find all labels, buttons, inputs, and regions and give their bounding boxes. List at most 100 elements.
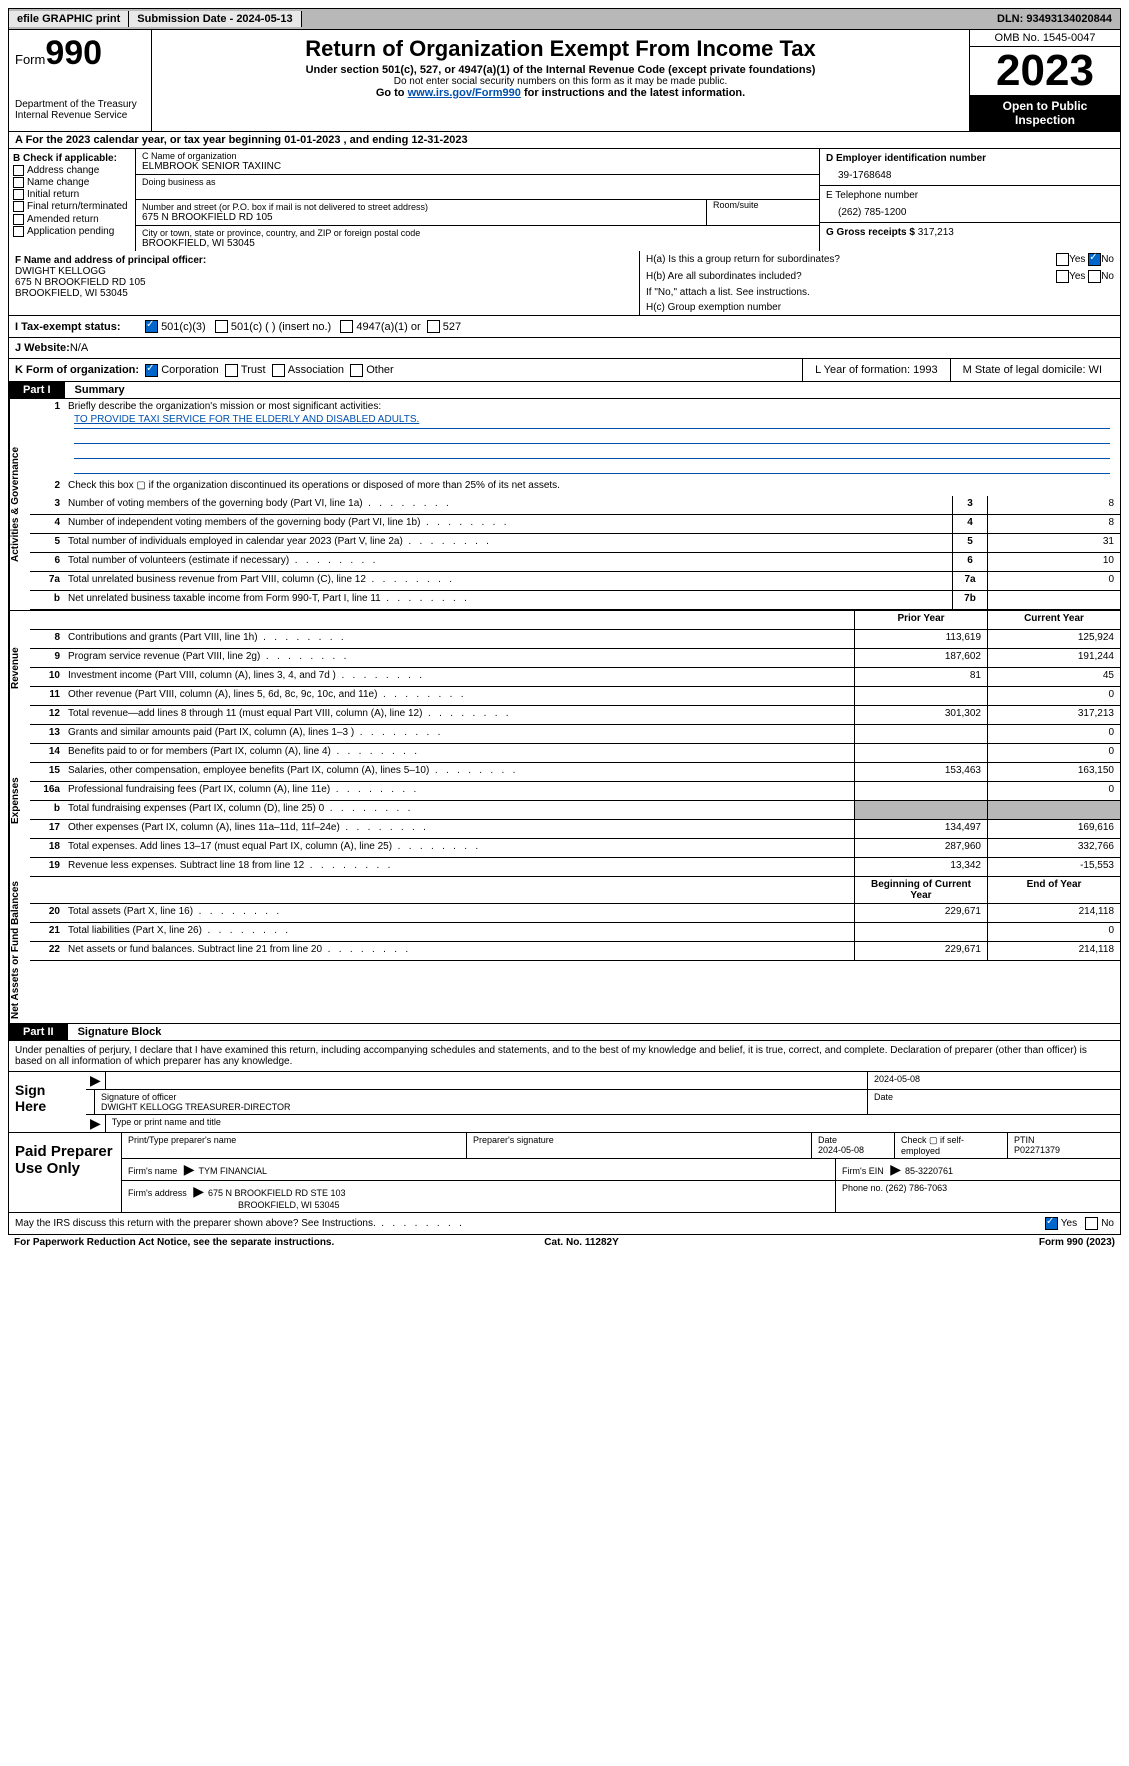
part2-header: Part II Signature Block (8, 1024, 1121, 1041)
row-k-form-of-org: K Form of organization: Corporation Trus… (8, 359, 1121, 382)
goto-post: for instructions and the latest informat… (521, 87, 745, 99)
paid-preparer-label: Paid Preparer Use Only (9, 1133, 121, 1212)
sig-officer-label: Signature of officer (101, 1092, 861, 1102)
header-right-box: OMB No. 1545-0047 2023 Open to Public In… (969, 30, 1120, 131)
table-row: 12Total revenue—add lines 8 through 11 (… (30, 706, 1120, 725)
gross-receipts-label: G Gross receipts $ (826, 227, 918, 238)
discuss-yes[interactable] (1045, 1217, 1058, 1230)
ptin-label: PTIN (1014, 1135, 1035, 1145)
header-sub2: Do not enter social security numbers on … (156, 76, 965, 87)
discuss-no[interactable] (1085, 1217, 1098, 1230)
dln-number: DLN: 93493134020844 (989, 11, 1120, 27)
chk-trust[interactable] (225, 364, 238, 377)
sign-here-block: Sign Here ▶ 2024-05-08 Signature of offi… (8, 1072, 1121, 1133)
chk-final-return[interactable]: Final return/terminated (13, 201, 131, 212)
table-row: 22Net assets or fund balances. Subtract … (30, 942, 1120, 961)
header-title-box: Return of Organization Exempt From Incom… (152, 30, 969, 131)
chk-name-change[interactable]: Name change (13, 177, 131, 188)
efile-print-button[interactable]: efile GRAPHIC print (9, 11, 129, 27)
col-de-ids: D Employer identification number 39-1768… (819, 149, 1120, 251)
officer-label: F Name and address of principal officer: (15, 255, 633, 266)
table-row: 10Investment income (Part VIII, column (… (30, 668, 1120, 687)
ha-no[interactable] (1088, 253, 1101, 266)
chk-527[interactable] (427, 320, 440, 333)
city-label: City or town, state or province, country… (142, 228, 813, 238)
form-title: Return of Organization Exempt From Incom… (156, 36, 965, 62)
cat-no: Cat. No. 11282Y (544, 1237, 618, 1248)
chk-501c[interactable] (215, 320, 228, 333)
exp-section: Expenses 13Grants and similar amounts pa… (8, 725, 1121, 877)
rev-section: Revenue Prior Year Current Year 8Contrib… (8, 610, 1121, 725)
firm-ein: 85-3220761 (905, 1166, 953, 1176)
open-to-public: Open to Public Inspection (970, 95, 1120, 131)
gross-receipts-value: 317,213 (918, 227, 954, 238)
prep-date-val: 2024-05-08 (818, 1145, 864, 1155)
ha-yes[interactable] (1056, 253, 1069, 266)
sign-date: 2024-05-08 (867, 1072, 1120, 1089)
prep-name-hdr: Print/Type preparer's name (121, 1133, 466, 1158)
chk-amended[interactable]: Amended return (13, 214, 131, 225)
table-row: 17Other expenses (Part IX, column (A), l… (30, 820, 1120, 839)
firm-name: TYM FINANCIAL (199, 1166, 268, 1176)
discuss-text: May the IRS discuss this return with the… (15, 1218, 462, 1229)
chk-assoc[interactable] (272, 364, 285, 377)
firm-addr-label: Firm's address (128, 1188, 189, 1198)
table-row: 8Contributions and grants (Part VIII, li… (30, 630, 1120, 649)
mission-answer: TO PROVIDE TAXI SERVICE FOR THE ELDERLY … (74, 414, 1110, 429)
firm-phone: (262) 786-7063 (886, 1183, 948, 1193)
prep-date-hdr: Date (818, 1135, 837, 1145)
sign-here-label: Sign Here (9, 1072, 86, 1132)
vert-rev: Revenue (9, 611, 30, 725)
irs-link[interactable]: www.irs.gov/Form990 (408, 87, 521, 99)
hc-label: H(c) Group exemption number (640, 300, 1120, 315)
vert-na: Net Assets or Fund Balances (9, 877, 30, 1023)
mission-q: Briefly describe the organization's miss… (68, 401, 381, 412)
chk-4947[interactable] (340, 320, 353, 333)
org-address: 675 N BROOKFIELD RD 105 (142, 212, 706, 223)
col-end-year: End of Year (987, 877, 1120, 903)
ein-value: 39-1768648 (826, 164, 1114, 181)
discuss-row: May the IRS discuss this return with the… (8, 1213, 1121, 1235)
dept-treasury: Department of the Treasury Internal Reve… (15, 99, 145, 121)
chk-address-change[interactable]: Address change (13, 165, 131, 176)
officer-addr1: 675 N BROOKFIELD RD 105 (15, 277, 633, 288)
row-f-officer: F Name and address of principal officer:… (8, 251, 1121, 316)
gov-section: Activities & Governance 1 Briefly descri… (8, 399, 1121, 610)
part1-tab: Part I (9, 382, 65, 398)
firm-addr1: 675 N BROOKFIELD RD STE 103 (208, 1188, 346, 1198)
table-row: 11Other revenue (Part VIII, column (A), … (30, 687, 1120, 706)
chk-app-pending[interactable]: Application pending (13, 226, 131, 237)
omb-number: OMB No. 1545-0047 (970, 30, 1120, 47)
table-row: 16aProfessional fundraising fees (Part I… (30, 782, 1120, 801)
na-section: Net Assets or Fund Balances Beginning of… (8, 877, 1121, 1024)
phone-label: E Telephone number (826, 190, 1114, 201)
page-footer: For Paperwork Reduction Act Notice, see … (8, 1235, 1121, 1250)
h-questions: H(a) Is this a group return for subordin… (639, 251, 1120, 315)
goto-pre: Go to (376, 87, 408, 99)
part1-header: Part I Summary (8, 382, 1121, 399)
col-prior-year: Prior Year (854, 611, 987, 629)
part2-tab: Part II (9, 1024, 68, 1040)
hb-no[interactable] (1088, 270, 1101, 283)
org-name-label: C Name of organization (142, 151, 813, 161)
perjury-text: Under penalties of perjury, I declare th… (8, 1041, 1121, 1072)
prep-sig-hdr: Preparer's signature (466, 1133, 811, 1158)
officer-sig-name: DWIGHT KELLOGG TREASURER-DIRECTOR (101, 1102, 861, 1112)
form-word: Form (15, 52, 45, 67)
org-city: BROOKFIELD, WI 53045 (142, 238, 813, 249)
chk-initial-return[interactable]: Initial return (13, 189, 131, 200)
table-row: 18Total expenses. Add lines 13–17 (must … (30, 839, 1120, 858)
col-c-org-info: C Name of organization ELMBROOK SENIOR T… (136, 149, 819, 251)
hb-yes[interactable] (1056, 270, 1069, 283)
chk-other[interactable] (350, 364, 363, 377)
form-footer-id: Form 990 (2023) (1039, 1237, 1115, 1248)
year-formation: L Year of formation: 1993 (802, 359, 950, 381)
col-begin-year: Beginning of Current Year (854, 877, 987, 903)
chk-501c3[interactable] (145, 320, 158, 333)
table-row: 19Revenue less expenses. Subtract line 1… (30, 858, 1120, 877)
website-value: N/A (70, 342, 88, 354)
arrow-icon: ▶ (86, 1072, 105, 1089)
officer-name: DWIGHT KELLOGG (15, 266, 633, 277)
chk-corp[interactable] (145, 364, 158, 377)
arrow-icon: ▶ (86, 1115, 105, 1132)
